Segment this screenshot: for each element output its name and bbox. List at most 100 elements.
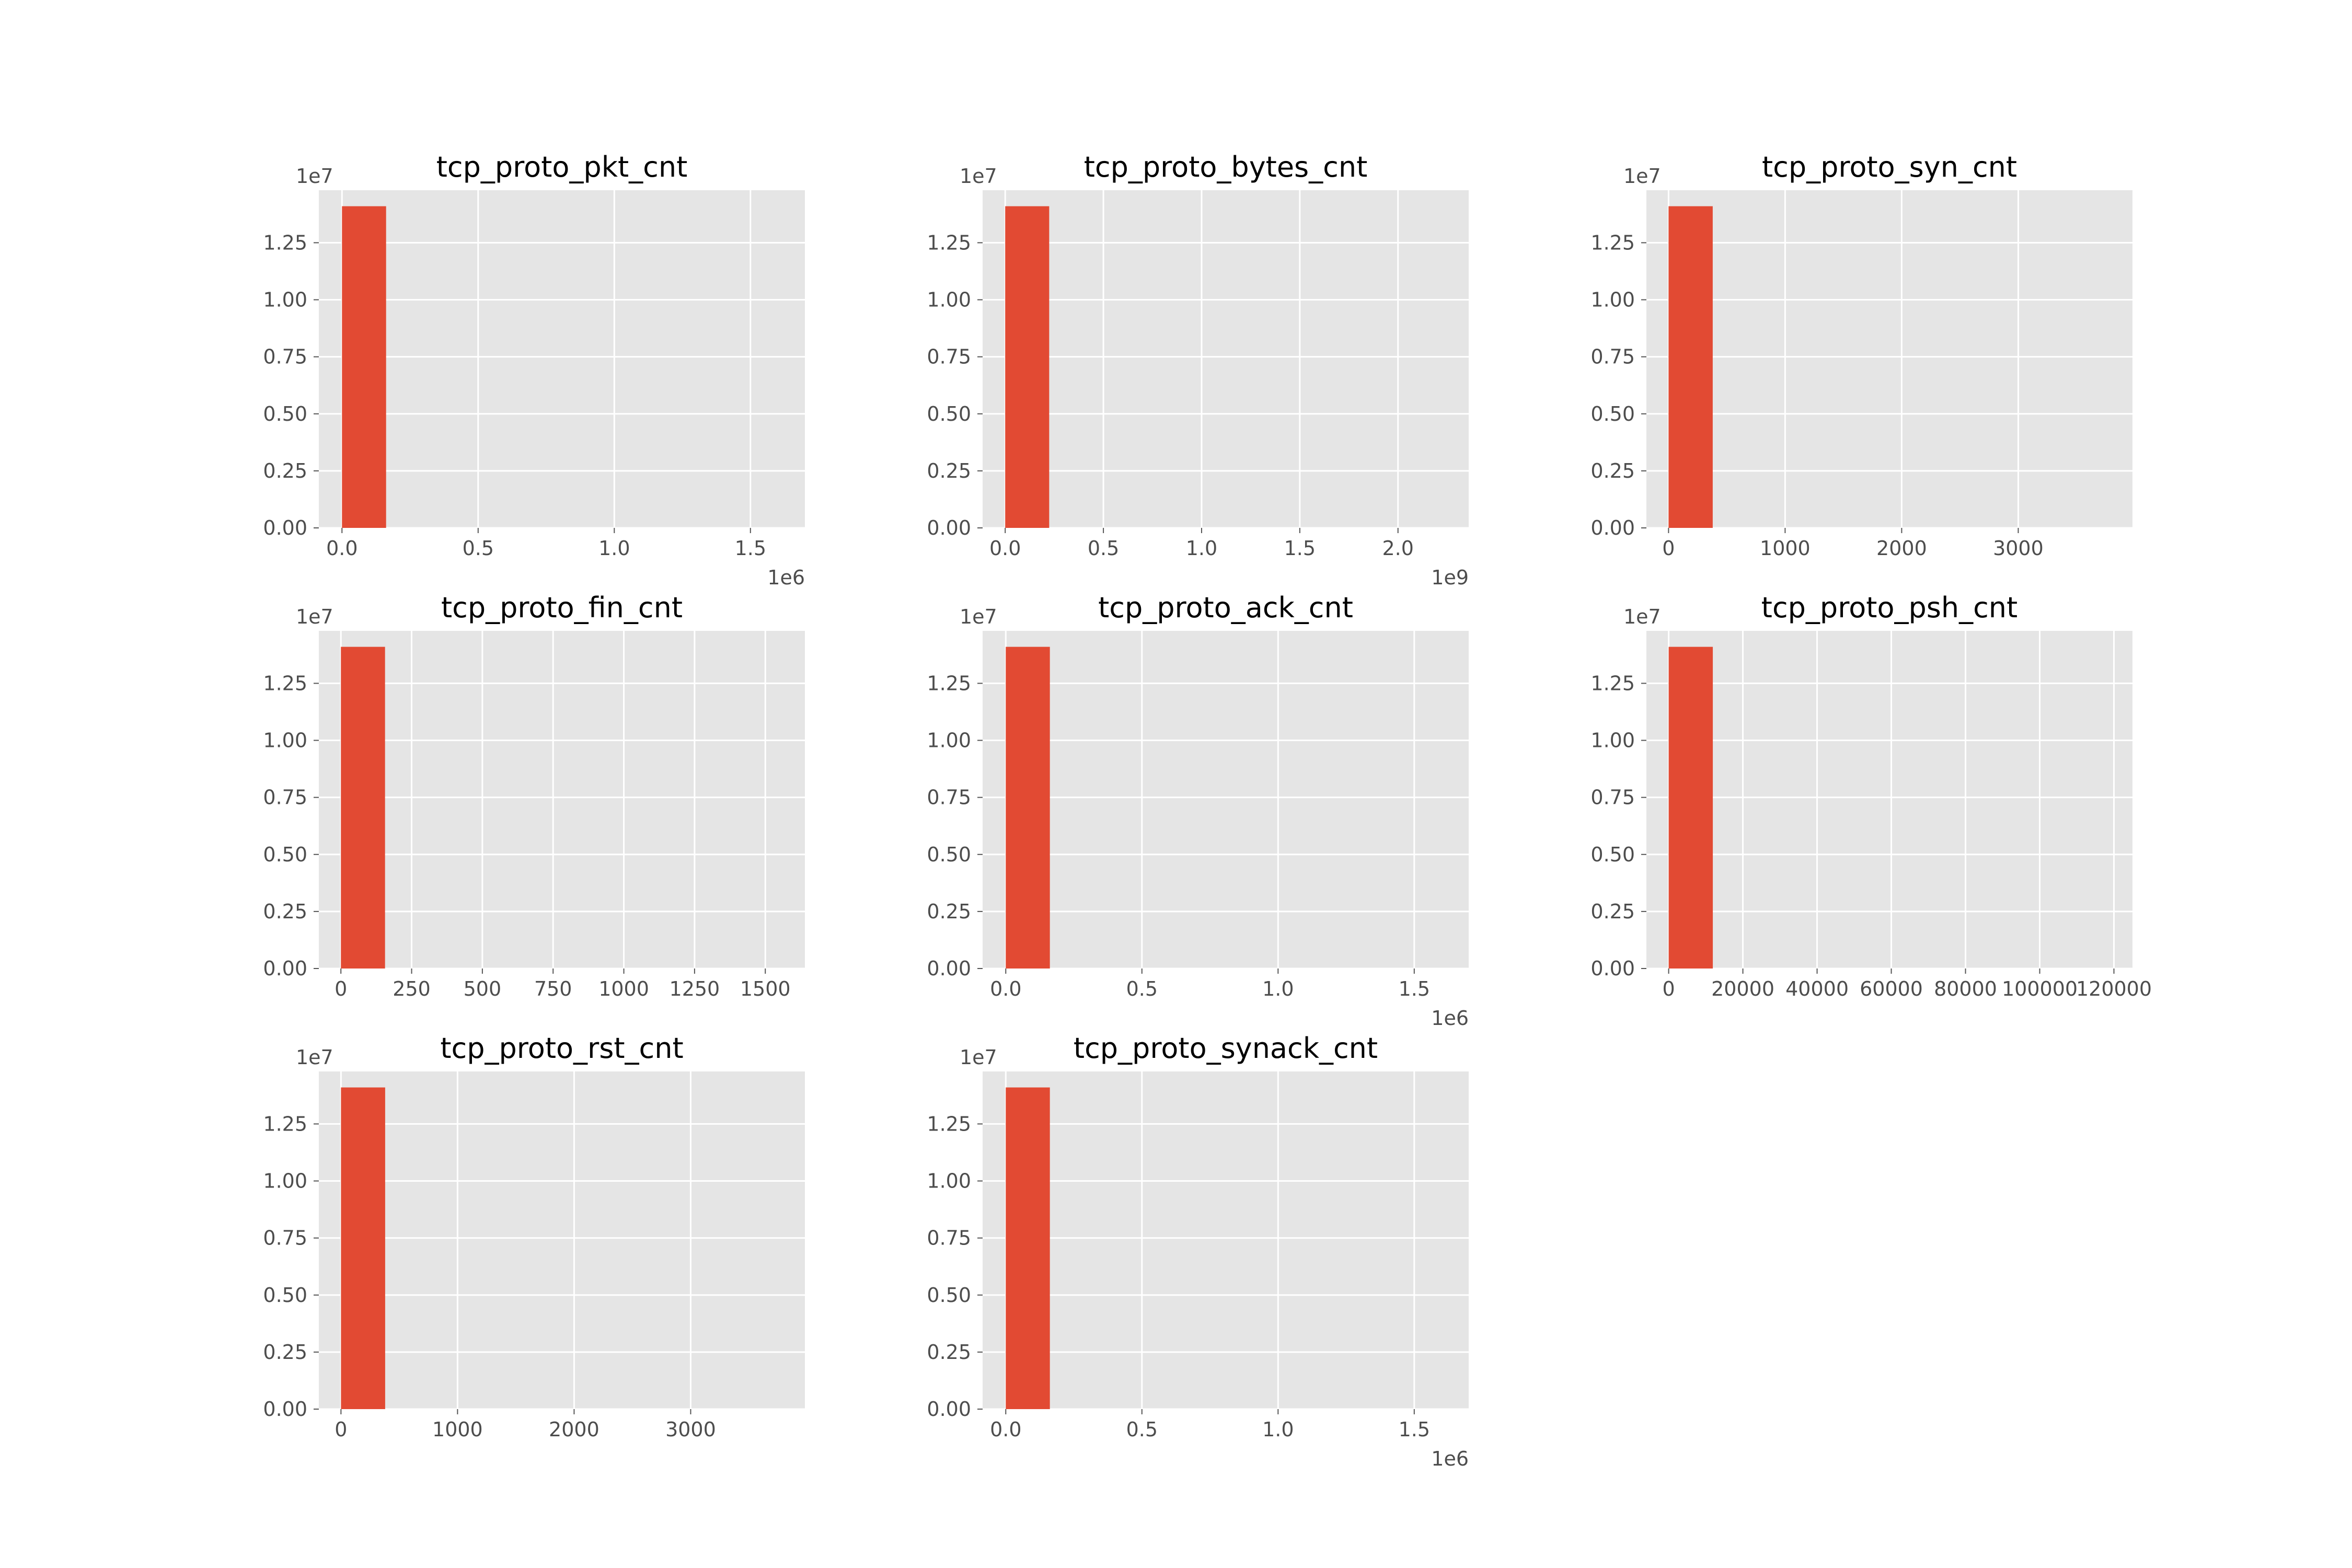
- histogram-bar: [1668, 206, 1713, 528]
- subplot-grid: 0.0 0.5 1.0 1.50.000.250.500.751.001.251e71…: [263, 151, 2152, 1470]
- y-tick-label: 1.00: [263, 289, 307, 312]
- chart-title: tcp_proto_rst_cnt: [440, 1032, 683, 1065]
- y-offset-label: 1e7: [960, 165, 997, 188]
- histogram-panel: 0.0 0.5 1.0 1.5 0.00 0.25 0.50 0.75 1.00 1.25 1e7 1…: [263, 151, 805, 589]
- x-tick-label: 1500: [740, 977, 791, 1000]
- y-tick-label: 0.00: [263, 957, 307, 980]
- plot-area: [983, 190, 1469, 528]
- x-tick-label: 0: [335, 977, 347, 1000]
- y-tick-label: 0.75: [263, 1227, 307, 1250]
- y-tick-label: 1.25: [927, 672, 971, 695]
- plot-area: [1646, 190, 2132, 528]
- y-tick-label: 0.25: [1590, 459, 1635, 482]
- y-tick-label: 0.75: [1590, 345, 1635, 368]
- y-tick-label: 0.25: [927, 1341, 971, 1364]
- y-tick-label: 1.25: [1590, 231, 1635, 254]
- x-offset-label: 1e6: [1431, 1447, 1469, 1470]
- plot-area: [319, 190, 805, 528]
- y-tick-label: 1.00: [927, 729, 971, 752]
- y-offset-label: 1e7: [960, 605, 997, 628]
- histogram-panel: 0.0 0.5 1.0 1.5 0.00 0.25 0.50 0.75 1.00 1.25 1e7 1…: [927, 591, 1469, 1030]
- y-offset-label: 1e7: [296, 1046, 333, 1069]
- histogram-bar: [1006, 1087, 1050, 1409]
- y-tick-label: 1.25: [927, 231, 971, 254]
- y-tick-label: 0.75: [263, 786, 307, 809]
- plot-area: [983, 631, 1469, 969]
- x-tick-label: 1.5: [1399, 977, 1430, 1000]
- chart-title: tcp_proto_synack_cnt: [1074, 1032, 1378, 1065]
- y-tick-label: 1.00: [1590, 289, 1635, 312]
- x-tick-label: 3000: [1993, 537, 2044, 560]
- y-tick-label: 0.75: [1590, 786, 1635, 809]
- x-tick-label: 100000: [2002, 977, 2078, 1000]
- y-offset-label: 1e7: [1623, 165, 1661, 188]
- y-tick-label: 1.00: [263, 1170, 307, 1193]
- x-tick-label: 0.0: [990, 977, 1021, 1000]
- x-tick-label: 500: [464, 977, 502, 1000]
- y-tick-label: 0.00: [1590, 957, 1635, 980]
- histogram-panel: 0.0 0.5 1.0 1.5 2.0 0.00 0.25 0.50 0.75 1.00 1.25 1…: [927, 151, 1469, 589]
- y-tick-label: 0.50: [263, 843, 307, 866]
- x-tick-label: 60000: [1860, 977, 1923, 1000]
- x-offset-label: 1e6: [767, 566, 805, 589]
- y-tick-label: 0.75: [927, 786, 971, 809]
- chart-title: tcp_proto_psh_cnt: [1761, 591, 2017, 624]
- x-tick-label: 1.0: [1262, 1418, 1294, 1441]
- chart-title: tcp_proto_ack_cnt: [1098, 591, 1353, 624]
- y-tick-label: 0.50: [927, 402, 971, 425]
- plot-area: [983, 1071, 1469, 1409]
- y-tick-label: 0.75: [927, 345, 971, 368]
- y-tick-label: 0.25: [263, 1341, 307, 1364]
- x-tick-label: 3000: [665, 1418, 716, 1441]
- histogram-bar: [1006, 647, 1050, 969]
- x-tick-label: 0.5: [1088, 537, 1119, 560]
- x-tick-label: 1.0: [598, 537, 630, 560]
- y-offset-label: 1e7: [1623, 605, 1661, 628]
- y-tick-label: 0.50: [1590, 843, 1635, 866]
- x-tick-label: 0.5: [1126, 977, 1158, 1000]
- y-tick-label: 0.25: [1590, 900, 1635, 923]
- histogram-panel: 0 250 500 750 1000 1250 1500 0.00 0.25 0.50 0.75 1.…: [263, 591, 805, 1000]
- histogram-panel: 0 1000 2000 3000 0.00 0.25 0.50 0.75 1.00 1.25 1e7…: [263, 1032, 805, 1441]
- x-tick-label: 1.5: [1399, 1418, 1430, 1441]
- y-tick-label: 0.50: [263, 402, 307, 425]
- chart-title: tcp_proto_syn_cnt: [1762, 151, 2017, 183]
- histogram-bar: [342, 206, 386, 528]
- histogram-bar: [341, 647, 385, 969]
- x-tick-label: 1250: [670, 977, 720, 1000]
- x-tick-label: 1.5: [735, 537, 766, 560]
- x-tick-label: 1.0: [1262, 977, 1294, 1000]
- y-tick-label: 0.00: [927, 1398, 971, 1421]
- y-tick-label: 0.75: [927, 1227, 971, 1250]
- y-tick-label: 0.25: [263, 900, 307, 923]
- y-tick-label: 1.25: [263, 1112, 307, 1135]
- x-tick-label: 1000: [432, 1418, 483, 1441]
- x-tick-label: 0.0: [990, 1418, 1021, 1441]
- x-tick-label: 1.5: [1284, 537, 1316, 560]
- histogram-panel: 0.0 0.5 1.0 1.5 0.00 0.25 0.50 0.75 1.00 1.25 1e7 1…: [927, 1032, 1469, 1470]
- y-tick-label: 0.75: [263, 345, 307, 368]
- x-offset-label: 1e9: [1431, 566, 1469, 589]
- x-tick-label: 1000: [598, 977, 649, 1000]
- y-offset-label: 1e7: [296, 165, 333, 188]
- plot-area: [319, 1071, 805, 1409]
- x-tick-label: 20000: [1711, 977, 1774, 1000]
- x-tick-label: 1.0: [1186, 537, 1217, 560]
- x-tick-label: 250: [393, 977, 431, 1000]
- x-tick-label: 2000: [1876, 537, 1927, 560]
- y-tick-label: 0.00: [927, 516, 971, 539]
- x-tick-label: 120000: [2076, 977, 2152, 1000]
- y-tick-label: 0.25: [263, 459, 307, 482]
- y-tick-label: 0.00: [263, 1398, 307, 1421]
- x-tick-label: 750: [534, 977, 572, 1000]
- x-tick-label: 0: [1663, 977, 1675, 1000]
- x-tick-label: 2000: [549, 1418, 599, 1441]
- x-tick-label: 2.0: [1382, 537, 1414, 560]
- y-tick-label: 1.00: [263, 729, 307, 752]
- y-tick-label: 1.25: [1590, 672, 1635, 695]
- y-tick-label: 1.25: [263, 672, 307, 695]
- y-tick-label: 1.00: [1590, 729, 1635, 752]
- x-tick-label: 0: [335, 1418, 347, 1441]
